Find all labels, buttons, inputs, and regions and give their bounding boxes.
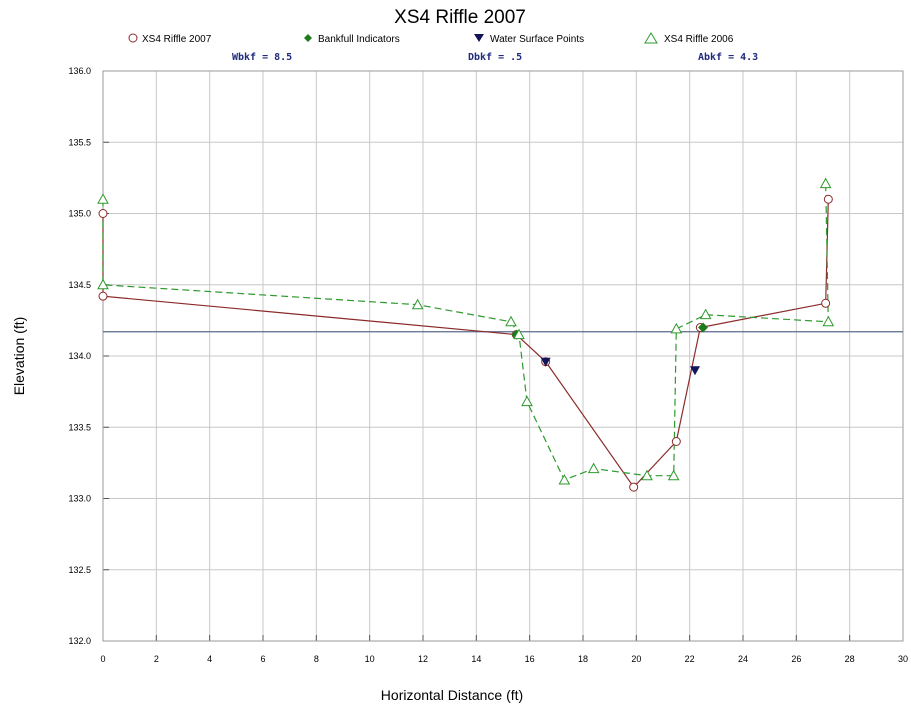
legend-triangle-up-marker-icon: [644, 32, 658, 44]
x-tick-label: 30: [898, 654, 908, 664]
data-point-triangle-up: [641, 469, 653, 481]
x-axis-label: Horizontal Distance (ft): [381, 687, 523, 703]
y-tick-label: 132.5: [68, 565, 91, 575]
x-tick-label: 10: [365, 654, 375, 664]
data-point-triangle-up: [97, 193, 109, 204]
series-lines: [102, 183, 903, 489]
grid: [103, 71, 903, 641]
legend-item-xs4-riffle-2006: XS4 Riffle 2006: [644, 32, 734, 45]
data-point-triangle-up: [670, 322, 683, 334]
axes: 0 2 4 6 8 10 12 14 16 18 20 22 24 26 28 30132.0132.5133…: [68, 66, 908, 664]
series-line-0: [102, 199, 829, 489]
legend-label-xs4-riffle-2006: XS4 Riffle 2006: [664, 34, 734, 45]
x-tick-label: 18: [578, 654, 588, 664]
data-point-triangle-up: [819, 177, 832, 189]
legend-item-water-surface-points: Water Surface Points: [474, 34, 584, 45]
data-point-circle: [671, 437, 681, 446]
data-point-circle: [98, 209, 108, 218]
data-point-triangle-up: [521, 395, 533, 407]
legend-label-water-surface-points: Water Surface Points: [490, 34, 584, 45]
legend-item-xs4-riffle-2007: XS4 Riffle 2007: [128, 33, 212, 45]
y-tick-label: 135.0: [68, 209, 91, 219]
data-point-circle: [629, 482, 639, 492]
legend-item-bankfull-indicators: Bankfull Indicators: [304, 34, 400, 45]
x-tick-label: 2: [154, 654, 159, 664]
y-tick-label: 136.0: [68, 66, 91, 76]
data-point-triangle-down: [690, 366, 700, 376]
data-point-triangle-down: [540, 357, 551, 367]
data-point-triangle-up: [699, 308, 712, 320]
data-point-triangle-up: [97, 278, 109, 290]
legend-label-bankfull-indicators: Bankfull Indicators: [318, 34, 400, 45]
data-point-diamond: [698, 322, 708, 333]
x-tick-label: 20: [631, 654, 641, 664]
metric-dbkf: Dbkf = .5: [468, 52, 522, 63]
data-point-triangle-up: [822, 315, 835, 327]
legend: XS4 Riffle 2007 Bankfull Indicators Wate…: [128, 32, 734, 45]
y-tick-label: 133.0: [68, 494, 91, 504]
x-tick-label: 4: [207, 654, 212, 664]
x-tick-label: 16: [525, 654, 535, 664]
metric-wbkf: Wbkf = 8.5: [232, 52, 292, 63]
data-point-triangle-up: [505, 315, 517, 327]
y-tick-label: 134.5: [68, 280, 91, 290]
legend-label-xs4-riffle-2007: XS4 Riffle 2007: [142, 34, 212, 45]
data-point-triangle-up: [558, 473, 571, 485]
data-point-circle: [98, 291, 108, 301]
x-tick-label: 26: [791, 654, 801, 664]
plot-frame: [102, 70, 904, 642]
data-point-triangle-up: [513, 328, 525, 340]
x-tick-label: 6: [260, 654, 265, 664]
data-point-circle: [821, 298, 831, 308]
legend-circle-marker-icon: [128, 33, 138, 43]
data-point-triangle-up: [411, 298, 424, 310]
y-tick-label: 134.0: [68, 351, 91, 361]
x-tick-label: 8: [314, 654, 319, 664]
metrics: Wbkf = 8.5 Dbkf = .5 Abkf = 4.3: [232, 52, 758, 63]
metric-abkf: Abkf = 4.3: [698, 52, 758, 63]
series-line-3: [102, 183, 829, 481]
data-point-triangle-up: [667, 469, 680, 481]
y-tick-label: 135.5: [68, 137, 91, 147]
x-tick-label: 14: [471, 654, 481, 664]
chart-title: XS4 Riffle 2007: [394, 7, 526, 28]
legend-triangle-down-marker-icon: [474, 34, 484, 42]
y-tick-label: 133.5: [68, 422, 91, 432]
x-tick-label: 24: [738, 654, 748, 664]
data-point-circle: [823, 194, 833, 204]
x-tick-label: 22: [685, 654, 695, 664]
x-tick-label: 12: [418, 654, 428, 664]
y-tick-label: 132.0: [68, 636, 91, 646]
legend-diamond-marker-icon: [304, 34, 312, 42]
x-tick-label: 28: [845, 654, 855, 664]
x-tick-label: 0: [100, 654, 105, 664]
series-markers: [97, 177, 835, 492]
data-point-triangle-up: [587, 462, 600, 474]
y-axis-label: Elevation (ft): [11, 317, 27, 396]
